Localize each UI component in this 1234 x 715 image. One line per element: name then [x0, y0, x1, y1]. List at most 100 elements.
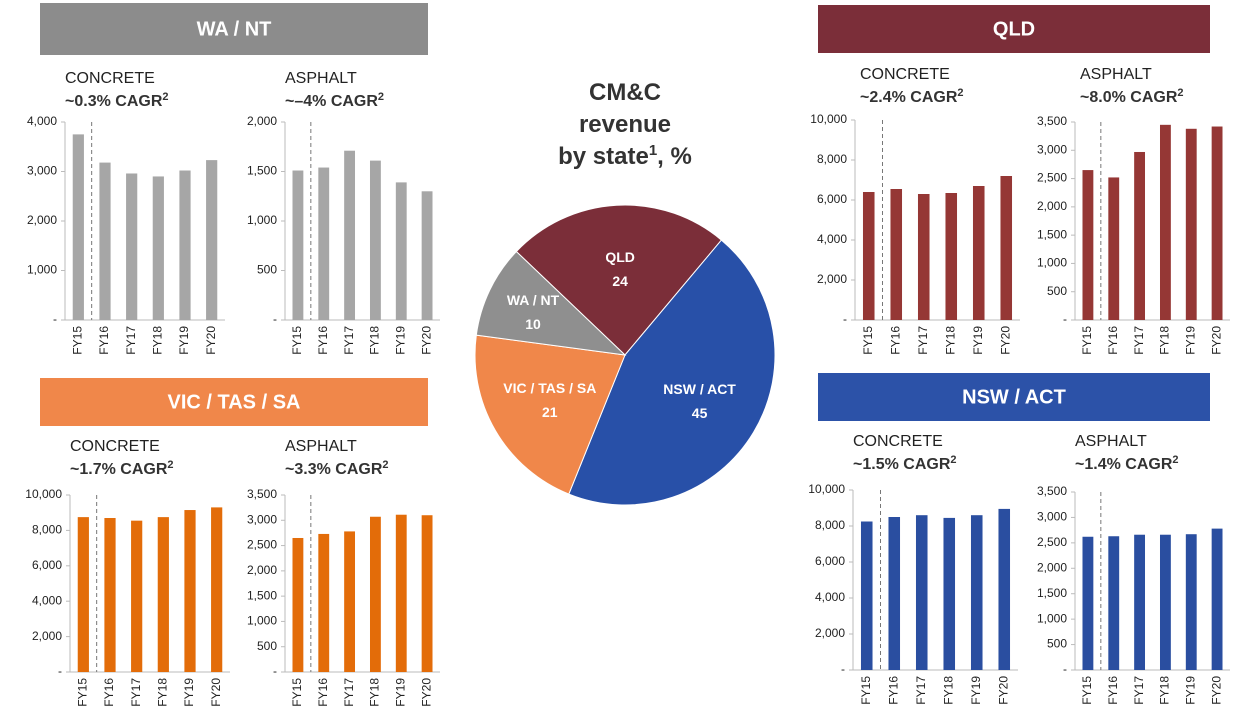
x-tick-label: FY20 — [1209, 676, 1223, 705]
y-tick-label: 3,000 — [27, 164, 57, 178]
x-tick-label: FY16 — [316, 678, 330, 707]
chart-title: CONCRETE — [70, 438, 160, 455]
x-tick-label: FY19 — [1183, 676, 1197, 705]
chart-title: CONCRETE — [65, 70, 155, 87]
bar — [862, 192, 875, 320]
y-tick-label: 1,000 — [1037, 611, 1067, 625]
y-tick-label: 3,500 — [247, 487, 277, 501]
x-tick-label: FY18 — [156, 678, 170, 707]
y-tick-label: 3,000 — [1037, 510, 1067, 524]
x-tick-label: FY16 — [316, 326, 330, 355]
panel-header — [40, 3, 428, 55]
x-tick-label: FY17 — [914, 676, 928, 705]
y-tick-label: 10,000 — [810, 112, 847, 126]
subtitle-sup: 2 — [162, 91, 168, 103]
bar — [157, 517, 169, 672]
y-tick-label: 2,000 — [815, 626, 845, 640]
chart-title: ASPHALT — [285, 438, 357, 455]
x-tick-label: FY16 — [888, 326, 902, 355]
y-tick-label: - — [843, 312, 847, 326]
bar — [1185, 534, 1197, 670]
y-tick-label: - — [273, 312, 277, 326]
bar — [344, 531, 356, 672]
subtitle-sup: 2 — [167, 459, 173, 471]
x-tick-label: FY18 — [1158, 326, 1172, 355]
bar — [998, 508, 1011, 670]
bar — [131, 520, 143, 672]
y-tick-label: 1,000 — [247, 213, 277, 227]
chart-subtitle: ~0.3% CAGR2 — [65, 91, 169, 110]
y-tick-label: 1,000 — [27, 263, 57, 277]
x-tick-label: FY17 — [1132, 326, 1146, 355]
chart-title: ASPHALT — [1080, 66, 1152, 83]
bar — [318, 533, 330, 672]
bar — [152, 176, 164, 320]
bar — [860, 521, 873, 670]
x-tick-label: FY18 — [368, 326, 382, 355]
bar — [1000, 176, 1013, 320]
bar — [292, 170, 304, 320]
x-tick-label: FY16 — [102, 678, 116, 707]
y-tick-label: - — [1063, 312, 1067, 326]
y-tick-label: 1,000 — [247, 614, 277, 628]
subtitle-text: ~1.5% CAGR — [853, 456, 951, 473]
bar — [970, 515, 983, 670]
x-tick-label: FY18 — [151, 326, 165, 355]
x-tick-label: FY20 — [419, 326, 433, 355]
subtitle-sup: 2 — [1172, 454, 1178, 466]
bar — [72, 134, 84, 320]
x-tick-label: FY19 — [182, 678, 196, 707]
x-tick-label: FY20 — [1209, 326, 1223, 355]
y-tick-label: - — [58, 664, 62, 678]
bar — [890, 189, 903, 320]
x-tick-label: FY16 — [1106, 676, 1120, 705]
x-tick-label: FY19 — [393, 678, 407, 707]
chart-subtitle: ~2.4% CAGR2 — [860, 87, 964, 106]
x-tick-label: FY17 — [1132, 676, 1146, 705]
bar — [945, 193, 958, 320]
chart-subtitle: ~–4% CAGR2 — [285, 91, 384, 110]
bar — [179, 170, 191, 320]
x-tick-label: FY17 — [342, 678, 356, 707]
x-tick-label: FY15 — [71, 326, 85, 355]
subtitle-sup: 2 — [950, 454, 956, 466]
pie-label: NSW / ACT — [663, 381, 736, 397]
chart-subtitle: ~1.7% CAGR2 — [70, 459, 174, 478]
bar — [292, 537, 304, 672]
x-tick-label: FY18 — [1158, 676, 1172, 705]
y-tick-label: - — [1063, 662, 1067, 676]
chart-subtitle: ~3.3% CAGR2 — [285, 459, 389, 478]
x-tick-label: FY20 — [996, 676, 1010, 705]
pie-title-sup: 1 — [649, 142, 657, 159]
pie-label: WA / NT — [507, 292, 560, 308]
bar — [421, 191, 433, 320]
pie-value: 21 — [542, 404, 558, 420]
subtitle-text: ~2.4% CAGR — [860, 89, 958, 106]
y-tick-label: 2,000 — [1037, 199, 1067, 213]
pie-title-suffix: , % — [657, 143, 692, 170]
bar — [1185, 128, 1197, 320]
x-tick-label: FY15 — [861, 326, 875, 355]
subtitle-text: ~–4% CAGR — [285, 93, 378, 110]
bar — [421, 515, 433, 672]
pie-label: VIC / TAS / SA — [503, 380, 596, 396]
bar — [917, 194, 930, 320]
bar — [943, 517, 956, 670]
bar — [1159, 124, 1171, 320]
x-tick-label: FY19 — [969, 676, 983, 705]
pie-title: by state1, % — [558, 142, 692, 170]
chart-title: CONCRETE — [860, 66, 950, 83]
x-tick-label: FY19 — [393, 326, 407, 355]
y-tick-label: 2,000 — [27, 213, 57, 227]
y-tick-label: 1,500 — [247, 588, 277, 602]
y-tick-label: 2,000 — [32, 629, 62, 643]
y-tick-label: - — [53, 312, 57, 326]
x-tick-label: FY15 — [1080, 676, 1094, 705]
bar — [395, 514, 407, 672]
bar — [972, 186, 985, 320]
subtitle-sup: 2 — [957, 87, 963, 99]
y-tick-label: 1,000 — [1037, 256, 1067, 270]
bar — [1082, 170, 1094, 320]
subtitle-text: ~8.0% CAGR — [1080, 89, 1178, 106]
panel-title: NSW / ACT — [962, 386, 1066, 408]
